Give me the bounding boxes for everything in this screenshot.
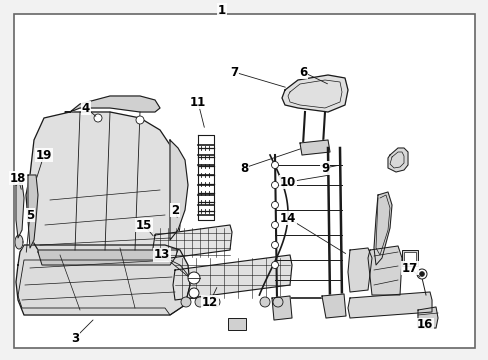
Polygon shape — [198, 135, 214, 220]
Text: 4: 4 — [81, 102, 90, 114]
Circle shape — [181, 297, 191, 307]
Bar — [401, 250, 417, 266]
Polygon shape — [387, 148, 407, 172]
Polygon shape — [153, 225, 231, 260]
Text: 18: 18 — [10, 171, 26, 185]
Text: 13: 13 — [154, 248, 170, 261]
Text: 11: 11 — [189, 95, 206, 108]
Circle shape — [209, 297, 220, 307]
Polygon shape — [65, 96, 160, 112]
Circle shape — [416, 269, 426, 279]
Text: 8: 8 — [240, 162, 247, 175]
Polygon shape — [367, 246, 401, 295]
Circle shape — [271, 221, 278, 229]
Circle shape — [94, 114, 102, 122]
Polygon shape — [15, 235, 23, 249]
Text: 19: 19 — [36, 149, 52, 162]
Circle shape — [187, 272, 200, 284]
Text: 1: 1 — [218, 4, 225, 17]
Text: 12: 12 — [202, 296, 218, 309]
Circle shape — [136, 116, 143, 124]
Circle shape — [272, 297, 283, 307]
Polygon shape — [347, 248, 371, 292]
Text: 15: 15 — [136, 219, 152, 231]
Circle shape — [271, 181, 278, 189]
Polygon shape — [26, 112, 182, 258]
Polygon shape — [347, 292, 431, 318]
Circle shape — [271, 261, 278, 269]
Text: 17: 17 — [401, 261, 417, 274]
Polygon shape — [38, 250, 178, 265]
Circle shape — [195, 297, 204, 307]
Circle shape — [271, 162, 278, 168]
Circle shape — [271, 202, 278, 208]
Polygon shape — [417, 307, 437, 328]
Polygon shape — [28, 175, 38, 248]
Bar — [227, 318, 245, 330]
Polygon shape — [373, 192, 391, 265]
Polygon shape — [16, 245, 190, 315]
Polygon shape — [321, 294, 346, 318]
Text: 7: 7 — [229, 66, 238, 78]
Polygon shape — [170, 140, 187, 240]
Circle shape — [271, 242, 278, 248]
Text: 5: 5 — [26, 208, 34, 221]
Text: 14: 14 — [279, 212, 296, 225]
Text: 10: 10 — [279, 176, 296, 189]
Text: 3: 3 — [71, 332, 79, 345]
Text: 9: 9 — [320, 162, 328, 175]
Bar — [403, 252, 415, 264]
Circle shape — [189, 288, 199, 298]
Text: 2: 2 — [171, 203, 179, 216]
Polygon shape — [16, 183, 24, 238]
Polygon shape — [173, 255, 291, 300]
Polygon shape — [271, 296, 291, 320]
Polygon shape — [299, 140, 329, 155]
Circle shape — [419, 271, 424, 276]
Polygon shape — [282, 75, 347, 112]
Text: 6: 6 — [298, 66, 306, 78]
Text: 16: 16 — [416, 319, 432, 332]
Circle shape — [260, 297, 269, 307]
